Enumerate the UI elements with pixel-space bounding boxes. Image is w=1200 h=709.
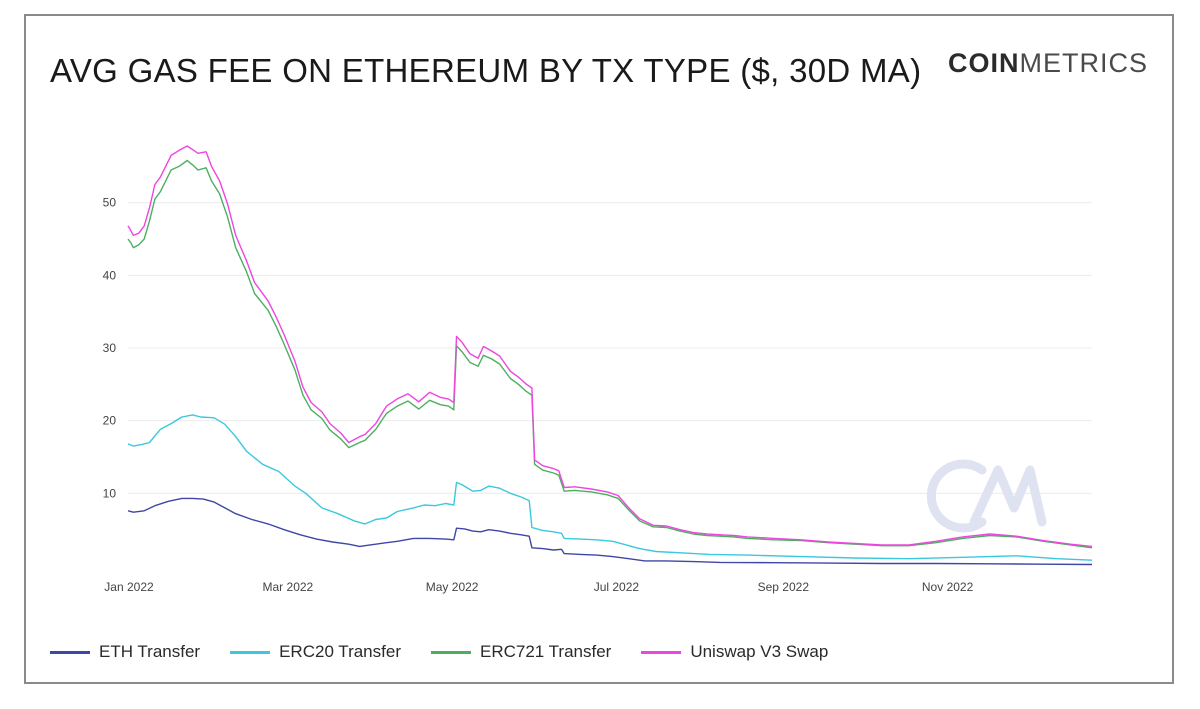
x-tick-label: Jul 2022 [594,580,640,594]
legend-item-erc20-transfer: ERC20 Transfer [230,642,401,662]
y-tick-label: 30 [103,341,117,355]
legend-label: ERC20 Transfer [279,642,401,661]
legend-label: ETH Transfer [99,642,201,661]
legend-swatch [50,650,90,654]
x-tick-label: Nov 2022 [922,580,974,594]
series-line-eth-transfer [127,497,1093,566]
series-lines [127,145,1093,566]
legend-item-erc721-transfer: ERC721 Transfer [430,642,612,662]
y-axis-ticks: 10 20 30 40 50 [103,196,117,501]
legend: ETH Transfer ERC20 Transfer ERC721 Transfe… [50,642,828,662]
series-line-erc721-transfer [127,159,1093,549]
legend-label: Uniswap V3 Swap [690,642,829,661]
watermark-glyph [926,459,1047,533]
x-tick-label: Sep 2022 [758,580,810,594]
series-line-erc20-transfer [127,414,1093,561]
cm-watermark [926,459,1047,533]
logo-bold-text: COIN [948,48,1020,78]
chart-title: AVG GAS FEE ON ETHEREUM BY TX TYPE ($, 3… [50,52,922,89]
legend-swatch [641,650,682,654]
y-tick-label: 20 [103,414,117,428]
y-tick-label: 40 [103,268,117,282]
grid-lines [128,202,1092,494]
y-tick-label: 10 [103,486,117,500]
chart-frame: AVG GAS FEE ON ETHEREUM BY TX TYPE ($, 3… [24,14,1174,684]
x-tick-label: Jan 2022 [104,580,154,594]
legend-item-eth-transfer: ETH Transfer [50,642,200,662]
legend-swatch [230,650,271,654]
legend-item-uniswap-v3-swap: Uniswap V3 Swap [641,642,828,662]
x-axis-ticks: Jan 2022 Mar 2022 May 2022 Jul 2022 Sep 2022… [104,580,973,594]
x-tick-label: May 2022 [426,580,479,594]
y-tick-label: 50 [103,196,117,210]
series-line-uniswap-v3-swap [127,145,1093,548]
legend-swatch [430,650,471,654]
line-chart: 10 20 30 40 50 Jan 2022 Mar 2022 May 2022 Jul 2… [103,145,1093,594]
coinmetrics-logo: COINMETRICS [948,48,1148,79]
x-tick-label: Mar 2022 [263,580,314,594]
legend-label: ERC721 Transfer [479,642,612,661]
logo-light-text: METRICS [1019,48,1148,78]
